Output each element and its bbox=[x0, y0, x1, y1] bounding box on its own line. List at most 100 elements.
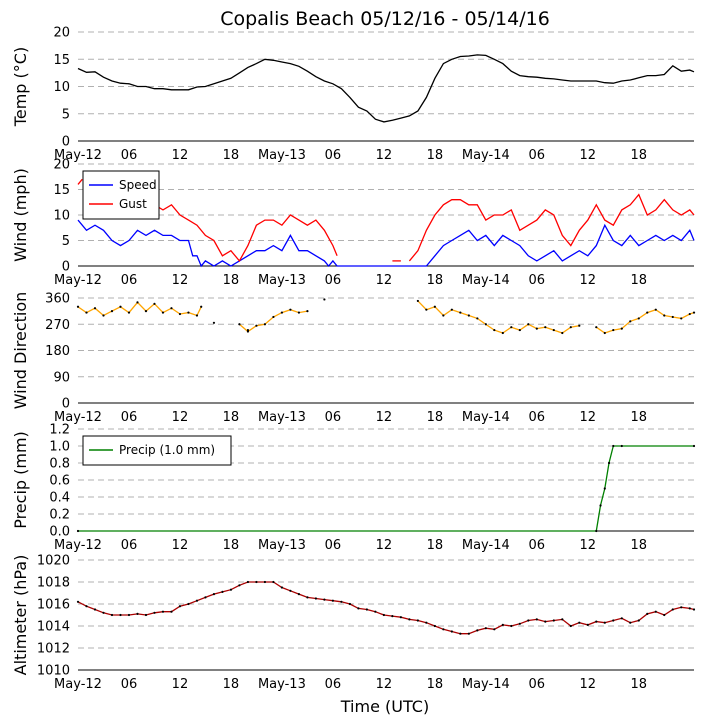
data-point bbox=[76, 305, 80, 308]
y-axis-label: Temp (°C) bbox=[11, 47, 30, 127]
series-line bbox=[77, 301, 202, 317]
data-point bbox=[603, 621, 606, 624]
series-line bbox=[408, 193, 695, 262]
y-tick-label: 0 bbox=[62, 135, 70, 150]
data-point bbox=[263, 323, 267, 326]
data-point bbox=[76, 600, 80, 603]
data-point bbox=[459, 632, 462, 635]
data-point bbox=[280, 586, 284, 589]
data-point bbox=[637, 619, 640, 622]
y-tick-label: 90 bbox=[53, 370, 70, 385]
y-axis-label: Altimeter (hPa) bbox=[11, 555, 30, 676]
data-point bbox=[144, 613, 148, 617]
legend-label: Gust bbox=[119, 197, 147, 211]
data-point bbox=[85, 311, 88, 314]
data-point bbox=[569, 326, 572, 329]
x-tick-label: 12 bbox=[172, 410, 189, 425]
data-point bbox=[688, 607, 691, 610]
y-tick-label: 1010 bbox=[37, 664, 70, 679]
y-tick-label: 270 bbox=[45, 318, 70, 333]
data-point bbox=[578, 621, 581, 624]
data-point bbox=[476, 629, 479, 632]
data-point bbox=[603, 331, 606, 335]
data-point bbox=[127, 613, 131, 617]
y-axis-label: Wind (mph) bbox=[11, 168, 30, 262]
x-tick-label: 18 bbox=[427, 677, 444, 692]
series-speed bbox=[77, 219, 695, 268]
y-tick-label: 10 bbox=[53, 209, 70, 224]
series-line bbox=[137, 198, 338, 263]
data-point bbox=[595, 326, 598, 329]
data-point bbox=[620, 617, 623, 620]
y-tick-label: 0 bbox=[62, 397, 70, 412]
data-point bbox=[357, 607, 360, 610]
data-point bbox=[323, 598, 326, 601]
y-tick-label: 20 bbox=[53, 26, 70, 41]
data-point bbox=[535, 327, 538, 330]
data-point bbox=[467, 314, 470, 317]
data-point bbox=[340, 600, 343, 603]
x-tick-label: 12 bbox=[376, 273, 393, 288]
x-tick-label: 06 bbox=[121, 410, 138, 425]
x-tick-label: 18 bbox=[223, 148, 240, 163]
data-point bbox=[110, 613, 114, 617]
data-point bbox=[136, 612, 139, 616]
data-point bbox=[416, 299, 419, 303]
y-tick-label: 20 bbox=[53, 158, 70, 173]
data-point bbox=[671, 608, 674, 611]
data-point bbox=[280, 311, 284, 314]
data-point bbox=[442, 628, 445, 631]
data-point bbox=[599, 504, 602, 507]
x-tick-label: 06 bbox=[529, 677, 546, 692]
data-point bbox=[93, 307, 97, 310]
data-point bbox=[493, 628, 496, 631]
data-point bbox=[153, 302, 156, 305]
x-tick-label: 12 bbox=[580, 148, 597, 163]
data-point bbox=[544, 620, 547, 623]
data-point bbox=[552, 328, 555, 332]
legend: Speed Gust bbox=[82, 170, 160, 220]
x-tick-label: May-13 bbox=[258, 538, 306, 553]
x-tick-label: 18 bbox=[630, 410, 647, 425]
data-point bbox=[476, 317, 479, 320]
data-point bbox=[85, 605, 88, 608]
data-point bbox=[561, 618, 564, 621]
y-tick-label: 0.8 bbox=[49, 457, 70, 472]
series-line bbox=[77, 54, 695, 123]
x-tick-label: 12 bbox=[580, 410, 597, 425]
panel-5: 1010 1012 1014 1016 1018 1020 May-12 06 12 18 May-… bbox=[11, 554, 696, 692]
panel-3: 0 90 180 270 360 May-12 06 12 18 May-13 06 12 18 May-… bbox=[11, 292, 696, 425]
x-tick-label: May-14 bbox=[462, 410, 510, 425]
data-point bbox=[306, 310, 309, 313]
x-tick-label: May-14 bbox=[462, 538, 510, 553]
series-line bbox=[417, 300, 580, 334]
data-point bbox=[229, 588, 233, 591]
data-point bbox=[433, 624, 436, 628]
x-tick-label: 18 bbox=[223, 410, 240, 425]
x-tick-label: 12 bbox=[376, 410, 393, 425]
data-point bbox=[331, 599, 334, 602]
x-tick-label: May-12 bbox=[54, 538, 102, 553]
data-point bbox=[510, 624, 513, 628]
data-point bbox=[161, 610, 165, 613]
data-point bbox=[178, 605, 182, 608]
data-point bbox=[692, 608, 696, 611]
x-tick-label: 18 bbox=[427, 273, 444, 288]
x-tick-label: 18 bbox=[427, 148, 444, 163]
data-point bbox=[620, 444, 623, 448]
x-tick-label: 12 bbox=[580, 273, 597, 288]
data-point bbox=[459, 311, 462, 314]
x-tick-label: May-14 bbox=[462, 148, 510, 163]
x-tick-label: 12 bbox=[172, 148, 189, 163]
data-point bbox=[382, 613, 385, 617]
data-point bbox=[629, 621, 632, 624]
x-tick-label: 12 bbox=[580, 677, 597, 692]
legend-box bbox=[82, 170, 160, 220]
data-point bbox=[518, 328, 521, 332]
data-point bbox=[212, 321, 216, 324]
x-tick-label: 12 bbox=[580, 538, 597, 553]
data-point bbox=[204, 596, 207, 599]
series-line bbox=[77, 178, 83, 185]
data-point bbox=[102, 314, 105, 317]
data-point bbox=[603, 487, 606, 490]
